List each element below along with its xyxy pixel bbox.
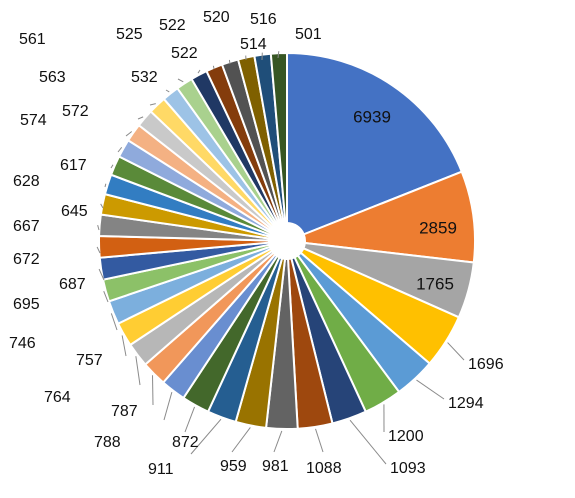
data-label-13: 788 xyxy=(94,434,121,451)
leader-line-16 xyxy=(121,335,127,357)
data-label-9: 981 xyxy=(262,458,289,475)
data-label-21: 667 xyxy=(13,218,40,235)
data-label-6: 1200 xyxy=(388,428,424,445)
data-label-7: 1093 xyxy=(390,460,426,477)
leader-line-30 xyxy=(177,78,184,83)
leader-line-32 xyxy=(212,65,215,70)
data-label-22: 645 xyxy=(61,203,88,220)
leader-line-36 xyxy=(277,51,280,59)
leader-line-31 xyxy=(197,69,201,74)
leader-line-15 xyxy=(135,356,141,386)
pie-slice-2 xyxy=(302,170,476,264)
data-labels: 6939 2859 1765 1696 1294 1200 1093 1088 981 959 91… xyxy=(9,9,504,478)
data-label-18: 695 xyxy=(13,296,40,313)
data-label-34: 516 xyxy=(250,11,277,28)
leader-line-23 xyxy=(104,183,107,188)
data-label-5: 1294 xyxy=(448,395,484,412)
leader-line-27 xyxy=(137,116,144,120)
pie-slices xyxy=(98,51,476,430)
data-label-2: 2859 xyxy=(419,218,457,237)
data-label-24: 617 xyxy=(60,157,87,174)
leader-line-10 xyxy=(231,427,251,453)
data-label-30: 525 xyxy=(116,26,143,43)
leader-line-17 xyxy=(110,313,118,331)
data-label-31: 522 xyxy=(171,45,198,62)
data-label-27: 563 xyxy=(39,69,66,86)
data-label-12: 872 xyxy=(172,434,199,451)
leader-line-29 xyxy=(165,89,170,93)
leader-lines xyxy=(96,51,465,465)
leader-line-20 xyxy=(96,246,101,254)
data-label-29: 532 xyxy=(131,69,158,86)
data-label-26: 572 xyxy=(62,103,89,120)
leader-line-4 xyxy=(447,342,465,361)
data-label-23: 628 xyxy=(13,173,40,190)
data-label-1: 6939 xyxy=(353,107,391,126)
pie-slice-36 xyxy=(269,51,288,225)
leader-line-18 xyxy=(103,290,109,303)
leader-line-21 xyxy=(97,224,100,231)
data-label-28: 561 xyxy=(19,31,46,48)
data-label-20: 672 xyxy=(13,251,40,268)
data-label-32: 522 xyxy=(159,17,186,34)
leader-line-7 xyxy=(349,419,387,465)
leader-line-9 xyxy=(273,430,283,453)
leader-line-28 xyxy=(149,103,156,106)
data-label-8: 1088 xyxy=(306,460,342,477)
data-label-10: 959 xyxy=(220,458,247,475)
data-label-36: 501 xyxy=(295,26,322,43)
data-label-25: 574 xyxy=(20,112,47,129)
leader-line-22 xyxy=(100,203,104,209)
leader-line-5 xyxy=(416,379,445,400)
data-label-35: 514 xyxy=(240,36,267,53)
data-label-17: 746 xyxy=(9,335,36,352)
leader-line-33 xyxy=(228,59,231,65)
leader-line-25 xyxy=(117,147,123,153)
data-label-3: 1765 xyxy=(416,274,454,293)
leader-line-11 xyxy=(190,418,222,455)
data-label-33: 520 xyxy=(203,9,230,26)
leader-line-19 xyxy=(98,268,105,281)
leader-line-26 xyxy=(125,131,133,137)
data-label-14: 787 xyxy=(111,403,138,420)
leader-line-24 xyxy=(110,164,114,169)
leader-line-13 xyxy=(163,392,173,421)
data-label-4: 1696 xyxy=(468,356,504,373)
data-label-11: 911 xyxy=(148,461,174,478)
leader-line-12 xyxy=(184,406,196,433)
leader-line-8 xyxy=(315,428,324,453)
data-label-19: 687 xyxy=(59,276,86,293)
data-label-15: 764 xyxy=(44,389,71,406)
data-label-16: 757 xyxy=(76,352,103,369)
